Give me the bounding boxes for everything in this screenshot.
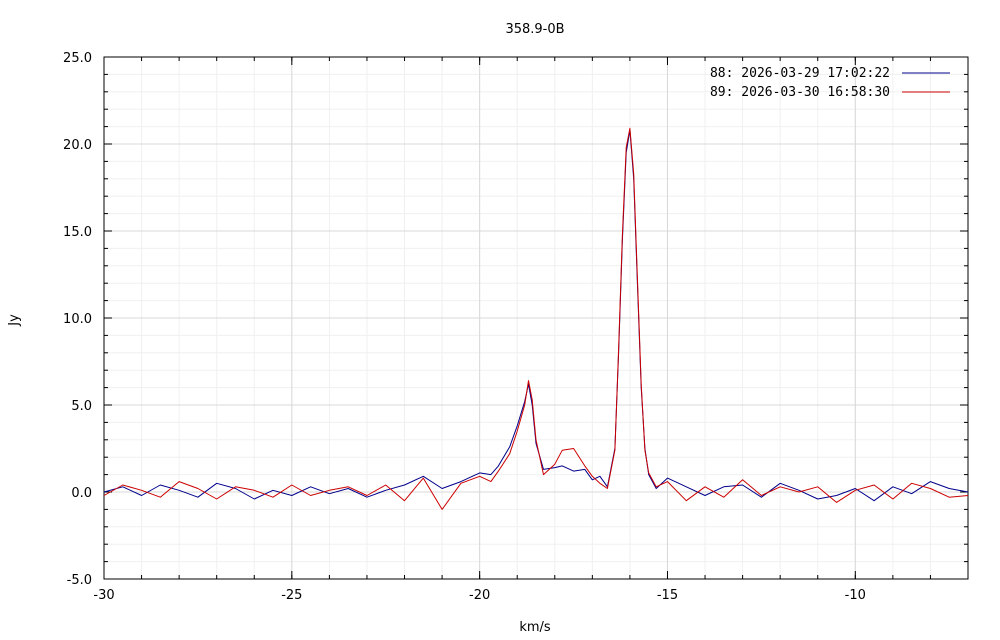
y-tick-labels: -5.0 0.0 5.0 10.0 15.0 20.0 25.0 (63, 51, 92, 588)
axis-ticks (103, 56, 969, 580)
y-tick-label: 15.0 (63, 225, 92, 240)
y-tick-label: 10.0 (63, 312, 92, 327)
chart-title: 358.9-0B (505, 22, 564, 37)
legend-label-2: 89: 2026-03-30 16:58:30 (710, 85, 890, 100)
y-tick-label: 20.0 (63, 138, 92, 153)
legend: 88: 2026-03-29 17:02:22 89: 2026-03-30 16… (710, 66, 950, 100)
y-tick-label: -5.0 (67, 573, 92, 588)
x-tick-label: -10 (845, 588, 866, 603)
y-tick-label: 25.0 (63, 51, 92, 66)
legend-label-1: 88: 2026-03-29 17:02:22 (710, 66, 890, 81)
x-tick-label: -25 (281, 588, 302, 603)
x-tick-label: -30 (93, 588, 114, 603)
x-axis-label: km/s (519, 620, 551, 635)
x-tick-labels: -30 -25 -20 -15 -10 (93, 588, 866, 603)
y-tick-label: 5.0 (71, 399, 92, 414)
x-tick-label: -20 (469, 588, 490, 603)
series-line-2 (103, 127, 969, 510)
y-tick-label: 0.0 (71, 486, 92, 501)
series-layer (103, 127, 969, 510)
x-tick-label: -15 (657, 588, 678, 603)
y-axis-label: Jy (7, 314, 22, 327)
